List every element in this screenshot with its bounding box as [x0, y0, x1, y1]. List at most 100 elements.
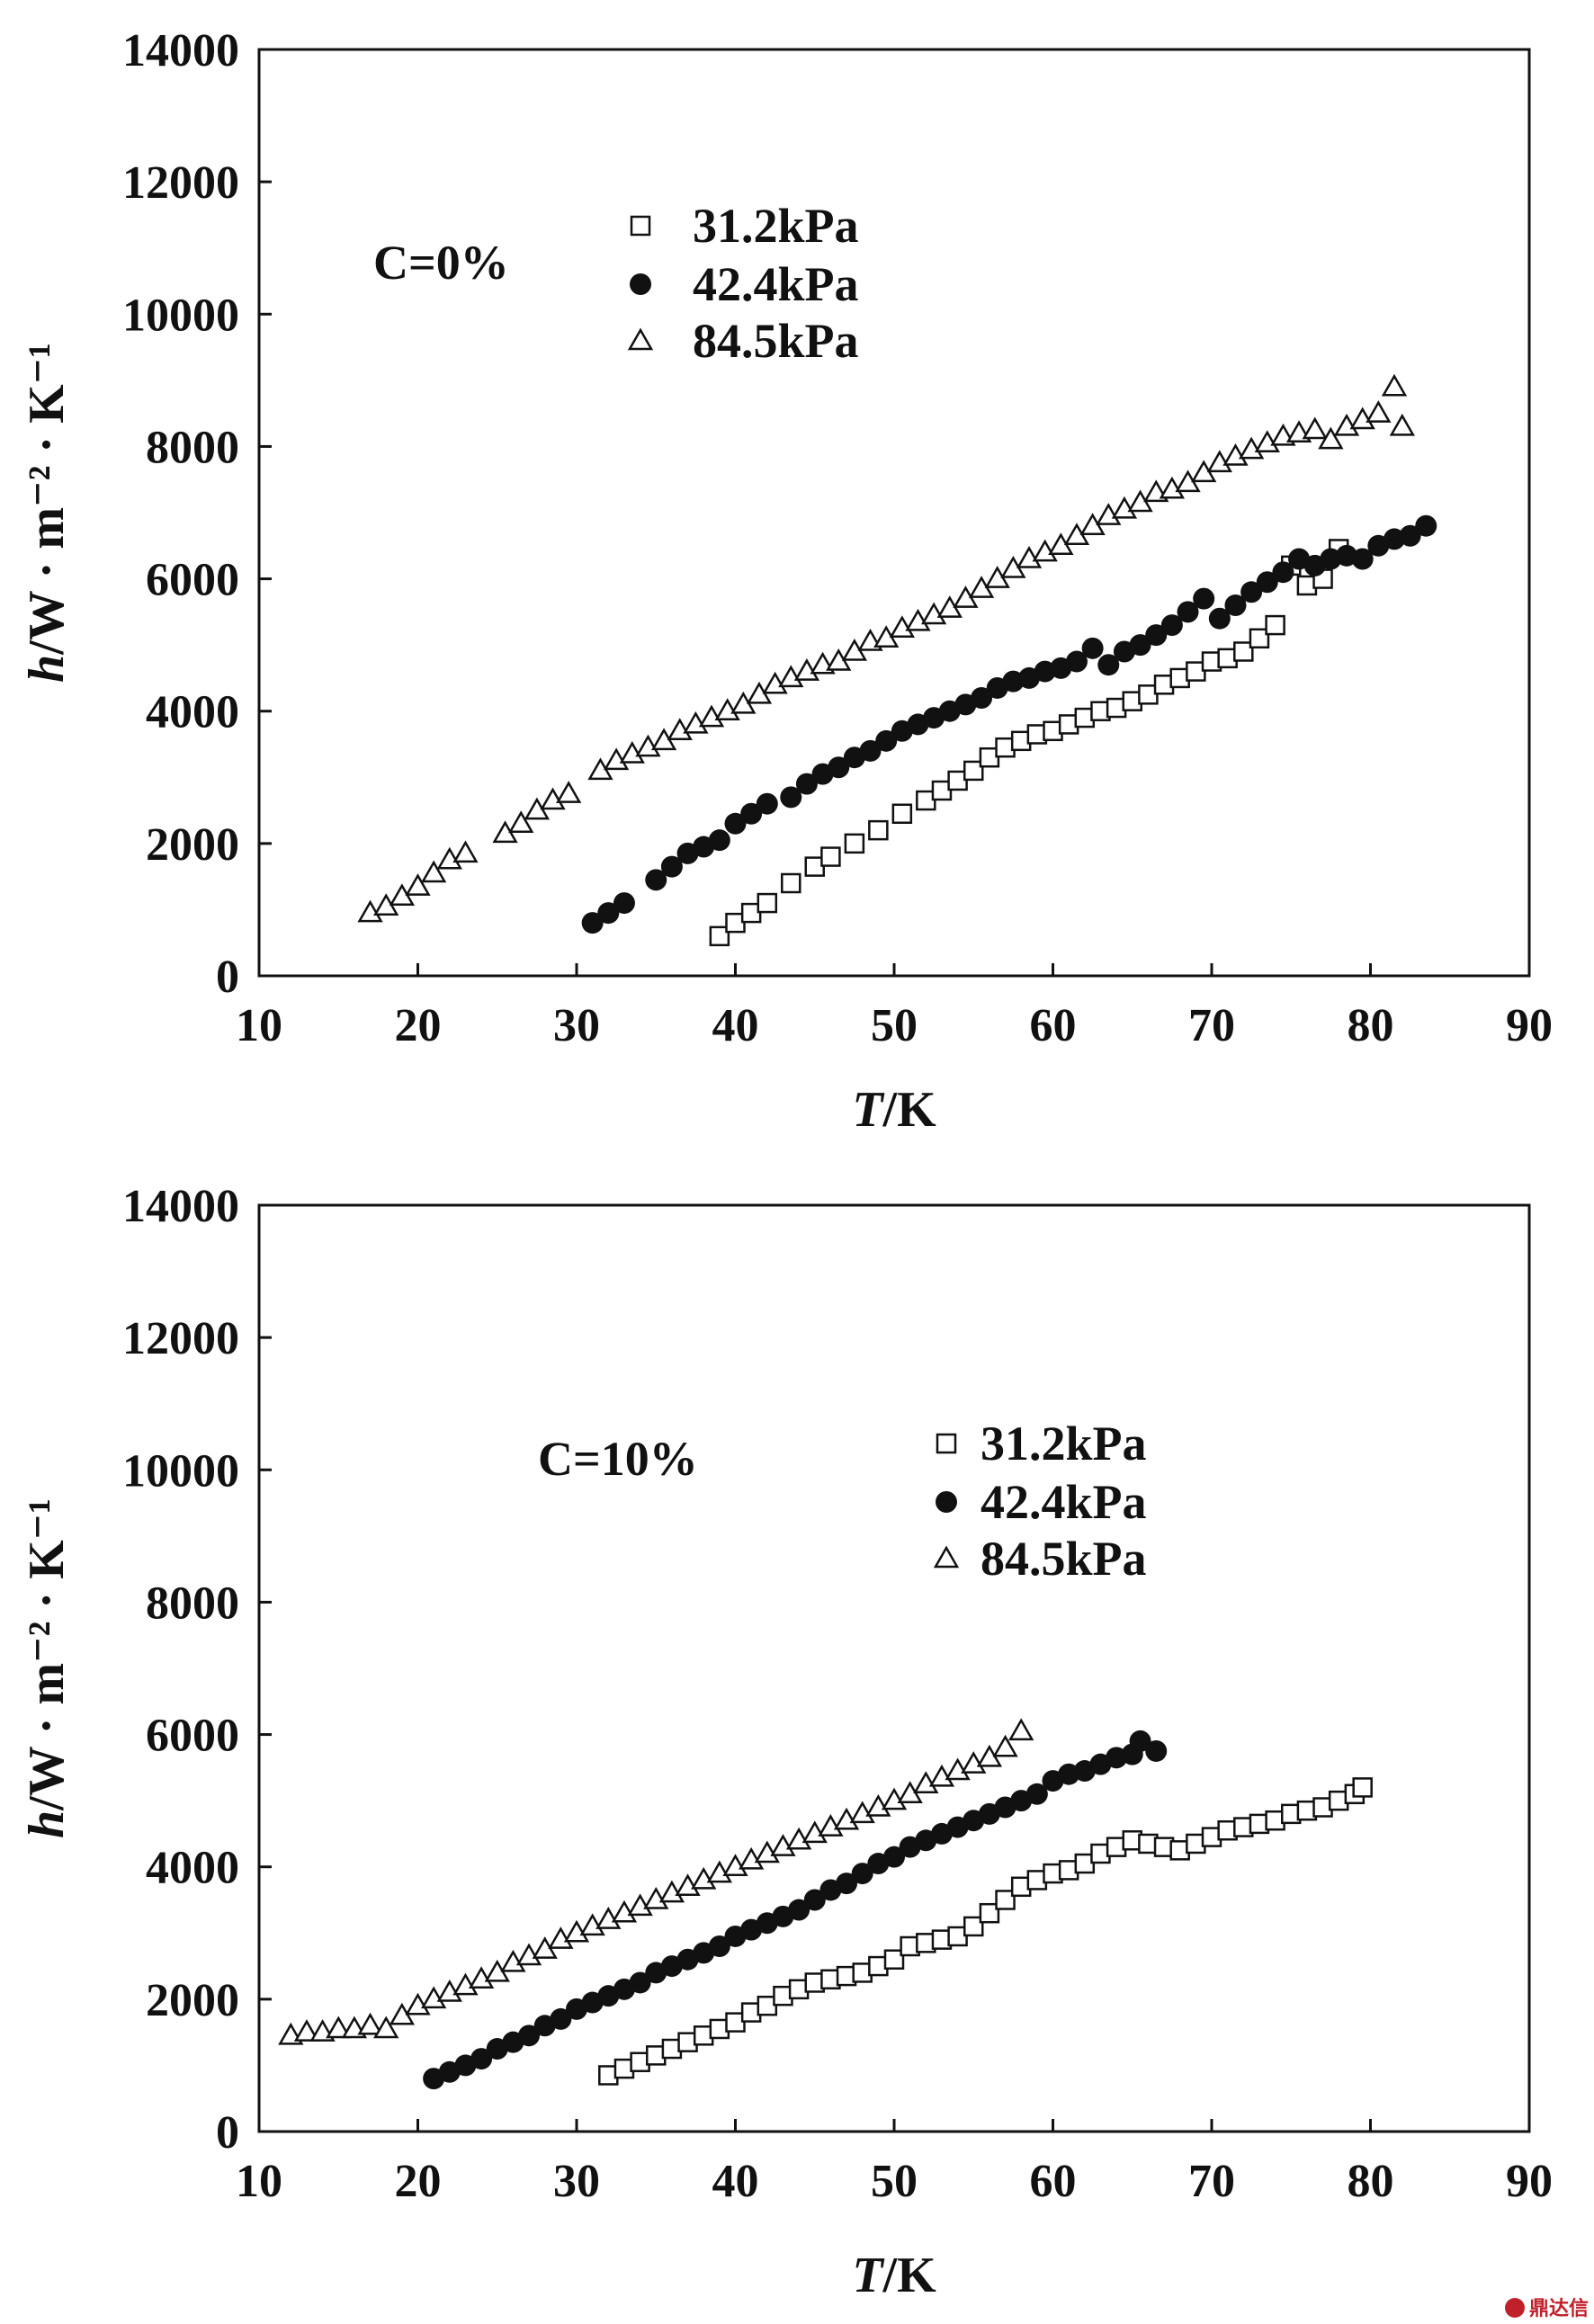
data-point: [1415, 514, 1437, 537]
data-point: [828, 756, 850, 779]
data-point: [357, 899, 383, 923]
data-point: [1224, 594, 1247, 616]
data-point: [667, 718, 693, 741]
x-tick-label: 10: [236, 2156, 282, 2207]
x-axis-var: T: [852, 2248, 885, 2303]
y-tick-label: 10000: [122, 290, 239, 341]
legend-marker: [630, 273, 651, 295]
data-point: [500, 1949, 526, 1972]
y-axis-unit: /W · m⁻² · K⁻¹: [19, 343, 75, 656]
data-point: [875, 729, 898, 752]
data-point: [1249, 628, 1270, 649]
y-tick-label: 2000: [146, 1975, 239, 2026]
x-axis-title: T/K: [852, 2248, 936, 2303]
data-point: [1159, 476, 1186, 499]
legend-marker: [627, 327, 654, 351]
x-tick-label: 10: [236, 1000, 282, 1051]
data-point: [770, 1834, 796, 1856]
y-tick-label: 2000: [146, 819, 239, 871]
data-point: [1081, 637, 1104, 659]
data-point: [1206, 450, 1232, 473]
x-tick-label: 70: [1188, 2156, 1235, 2207]
chart-panel-top: 10 20 30 40 50 60 70 80 90 0 2000 4000 6000 8000 10000…: [19, 25, 1553, 1138]
x-tick-label: 30: [553, 2156, 600, 2207]
data-point: [1129, 634, 1151, 657]
data-point: [597, 902, 620, 925]
watermark-logo-icon: [1505, 2298, 1525, 2318]
watermark-text: 鼎达信: [1529, 2297, 1589, 2320]
data-point: [1025, 1783, 1048, 1805]
legend-marker: [936, 1491, 957, 1513]
data-point: [849, 1801, 875, 1824]
data-point: [698, 704, 725, 728]
data-point: [563, 1919, 590, 1943]
data-point: [979, 1902, 1000, 1924]
data-point: [785, 1827, 812, 1850]
data-point: [724, 812, 747, 835]
legend-label: 84.5kPa: [981, 1532, 1147, 1586]
y-axis-var: h: [19, 1810, 75, 1838]
data-point: [452, 840, 479, 863]
legend-marker-shape: [630, 215, 651, 237]
data-point: [889, 615, 915, 638]
data-point: [1351, 548, 1374, 570]
data-point: [1193, 587, 1215, 610]
data-point: [714, 698, 740, 720]
data-point: [470, 2048, 493, 2070]
data-point: [1111, 496, 1138, 519]
data-point: [1096, 503, 1122, 525]
y-axis-title: h/W · m⁻² · K⁻¹: [19, 1498, 75, 1838]
x-tick-label: 60: [1030, 1000, 1077, 1051]
legend: 31.2kPa 42.4kPa 84.5kPa: [627, 199, 859, 368]
data-point: [891, 803, 913, 824]
data-point: [851, 1863, 873, 1885]
data-point: [1177, 601, 1199, 623]
y-tick-label: 8000: [146, 1578, 239, 1629]
chart-panel-bottom: 10 20 30 40 50 60 70 80 90 0 2000 4000 6000 8000 10000…: [19, 1181, 1553, 2303]
data-point: [1222, 442, 1249, 466]
y-tick-label: 6000: [146, 1711, 239, 1762]
data-point: [820, 846, 841, 867]
legend-marker: [936, 1433, 957, 1454]
data-point: [859, 739, 882, 762]
data-point: [928, 1764, 955, 1787]
data-point: [1016, 545, 1043, 568]
data-point: [326, 2016, 352, 2039]
legend-label: 84.5kPa: [693, 314, 859, 368]
legend-label: 31.2kPa: [981, 1417, 1147, 1470]
legend-marker-shape: [933, 1545, 960, 1569]
data-point: [756, 792, 778, 815]
data-point: [905, 608, 931, 631]
data-point: [754, 1840, 780, 1864]
data-point: [1097, 654, 1120, 676]
x-tick-label: 60: [1030, 2156, 1077, 2207]
data-point: [508, 810, 534, 834]
data-point: [1233, 641, 1254, 662]
data-points: [278, 1718, 1373, 2090]
data-point: [645, 869, 667, 891]
x-tick-label: 90: [1506, 1000, 1553, 1051]
data-point: [468, 1966, 495, 1989]
data-point: [540, 787, 566, 810]
y-axis-var: h: [19, 655, 75, 683]
x-tick-label: 20: [395, 1000, 442, 1051]
data-point: [635, 734, 661, 757]
data-point: [762, 671, 788, 694]
data-point: [833, 1807, 860, 1830]
legend-marker-shape: [936, 1433, 957, 1454]
y-tick-label: 12000: [122, 157, 239, 209]
data-point: [405, 873, 431, 896]
y-axis-unit: /W · m⁻² · K⁻¹: [19, 1498, 75, 1811]
data-point: [1366, 400, 1392, 423]
x-tick-label: 40: [712, 1000, 759, 1051]
data-point: [1160, 614, 1183, 637]
data-point: [1240, 581, 1263, 603]
data-point: [675, 1873, 701, 1897]
data-point: [1254, 430, 1280, 452]
data-point: [945, 1757, 971, 1781]
data-point: [293, 2019, 320, 2042]
data-point: [706, 1860, 733, 1883]
x-tick-label: 40: [712, 2156, 759, 2207]
data-point: [1208, 607, 1231, 630]
